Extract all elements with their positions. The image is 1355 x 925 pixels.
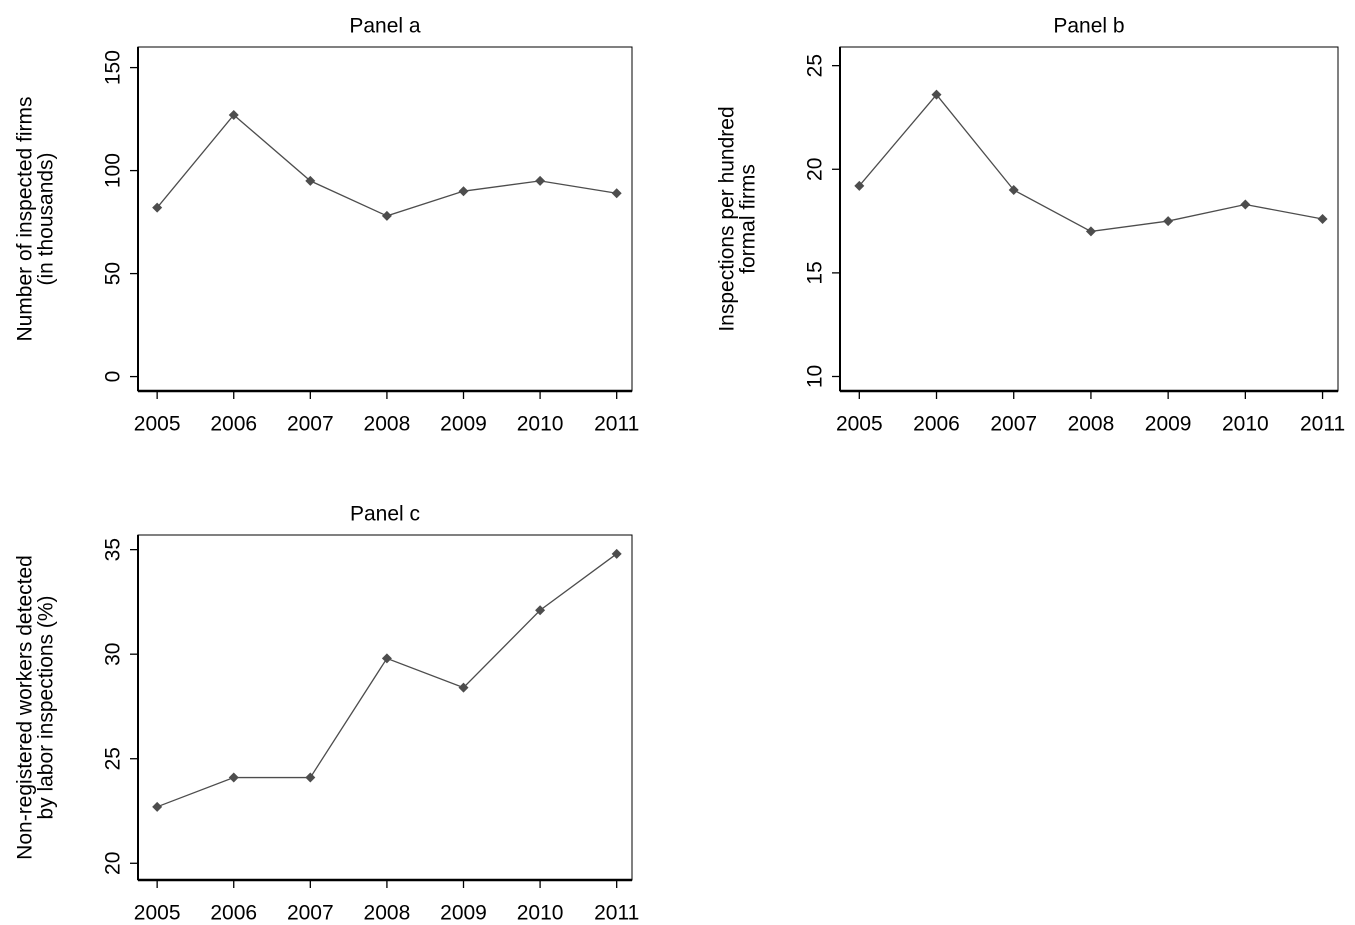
panel: Panel b 10 15 20 25 2005 2006 2007 2008 2009 2010 2… — [716, 15, 1346, 436]
data-marker — [931, 89, 942, 100]
y-axis-label: (in thousands) — [35, 152, 58, 285]
x-tick-label: 2010 — [1222, 413, 1269, 436]
plot-frame — [137, 534, 633, 881]
x-tick-label: 2010 — [517, 413, 564, 436]
y-tick-label: 10 — [804, 365, 827, 388]
x-tick-label: 2005 — [836, 413, 883, 436]
data-marker — [1240, 199, 1251, 210]
y-tick-label: 0 — [102, 371, 125, 383]
panel: Panel a 0 50 100 150 2005 2006 2007 2008 2009 2010… — [14, 15, 640, 436]
data-marker — [535, 175, 546, 186]
y-axis-label: Non-registered workers detected — [14, 555, 37, 860]
data-marker — [305, 772, 316, 783]
x-tick-label: 2005 — [134, 902, 181, 925]
data-marker — [1008, 184, 1019, 195]
y-tick-label: 150 — [102, 50, 125, 85]
y-tick-label: 25 — [102, 747, 125, 770]
x-tick-label: 2006 — [210, 902, 257, 925]
x-tick-label: 2009 — [440, 413, 487, 436]
plot-frame — [137, 46, 633, 392]
panel-title: Panel b — [1053, 15, 1124, 38]
y-tick-label: 20 — [102, 852, 125, 875]
data-marker — [228, 772, 239, 783]
panel: Panel c 20 25 30 35 2005 2006 2007 2008 2009 2010 2… — [14, 503, 640, 925]
data-marker — [611, 188, 622, 199]
x-tick-label: 2011 — [594, 902, 639, 925]
x-tick-label: 2008 — [364, 413, 411, 436]
x-tick-label: 2009 — [440, 902, 487, 925]
data-marker — [228, 109, 239, 120]
data-marker — [381, 210, 392, 221]
x-tick-label: 2007 — [990, 413, 1037, 436]
x-tick-label: 2008 — [1068, 413, 1115, 436]
data-marker — [381, 653, 392, 664]
data-marker — [1317, 214, 1328, 224]
y-tick-label: 30 — [102, 643, 125, 666]
x-tick-label: 2010 — [517, 902, 564, 925]
data-marker — [152, 202, 163, 213]
data-marker — [458, 186, 469, 197]
data-marker — [854, 180, 865, 191]
x-tick-label: 2009 — [1145, 413, 1192, 436]
x-tick-label: 2007 — [287, 902, 334, 925]
y-tick-label: 35 — [102, 538, 125, 561]
plot-frame — [839, 46, 1339, 392]
y-tick-label: 50 — [102, 262, 125, 285]
y-tick-label: 20 — [804, 158, 827, 181]
x-tick-label: 2005 — [134, 413, 181, 436]
y-axis-label: formal firms — [737, 164, 760, 274]
data-marker — [611, 548, 622, 559]
y-tick-label: 100 — [102, 153, 125, 188]
data-marker — [152, 801, 163, 812]
data-marker — [305, 175, 316, 186]
data-marker — [1163, 216, 1174, 227]
y-axis-label: Number of inspected firms — [14, 96, 37, 341]
y-axis-label: Inspections per hundred — [716, 106, 739, 331]
y-tick-label: 25 — [804, 54, 827, 77]
x-tick-label: 2006 — [210, 413, 257, 436]
y-tick-label: 15 — [804, 261, 827, 284]
x-tick-label: 2007 — [287, 413, 334, 436]
y-axis-label: by labor inspections (%) — [35, 595, 58, 819]
x-tick-label: 2008 — [364, 902, 411, 925]
panel-title: Panel a — [349, 15, 421, 38]
x-tick-label: 2006 — [913, 413, 960, 436]
x-tick-label: 2011 — [594, 413, 639, 436]
panel-title: Panel c — [350, 503, 420, 526]
data-marker — [535, 605, 546, 616]
data-marker — [1085, 226, 1096, 237]
x-tick-label: 2011 — [1300, 413, 1345, 436]
data-marker — [458, 682, 469, 693]
